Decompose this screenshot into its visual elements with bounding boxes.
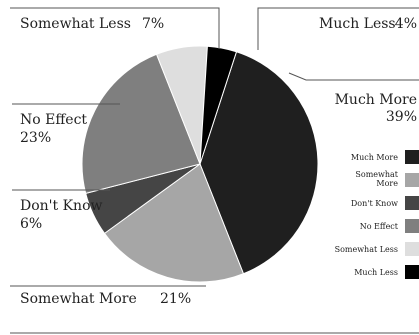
leader-line-much-more (288, 72, 419, 81)
legend-label-much-less: Much Less (354, 268, 398, 277)
label-no-effect-pct: 23% (20, 130, 51, 146)
legend-label-much-more: Much More (351, 153, 398, 162)
pie-slice-much-more (199, 51, 319, 275)
leader-line-somewhat-less (10, 7, 220, 49)
pie-slices (81, 45, 319, 283)
pie-slice-somewhat-more (103, 163, 245, 283)
label-somewhat-less-pct: 7% (142, 16, 164, 32)
label-somewhat-less: Somewhat Less (20, 16, 131, 32)
label-much-less: Much Less (319, 16, 396, 32)
leader-line-much-less (257, 7, 419, 50)
legend-swatch-much-less (405, 265, 419, 279)
legend-swatch-no-effect (405, 219, 419, 233)
legend-swatch-much-more (405, 150, 419, 164)
legend-label-no-effect: No Effect (360, 222, 399, 231)
legend-label-dont-know: Don't Know (351, 199, 398, 208)
pie-slice-much-less (199, 45, 238, 165)
label-no-effect: No Effect (20, 112, 87, 128)
label-somewhat-more-pct: 21% (160, 291, 191, 307)
legend-label-somewhat-less: Somewhat Less (335, 245, 398, 254)
legend-label-somewhat-more-2: More (376, 179, 398, 188)
label-dont-know: Don't Know (20, 198, 102, 214)
pie-slice-no-effect (81, 53, 201, 194)
label-somewhat-more: Somewhat More (20, 291, 137, 307)
label-much-more: Much More (335, 92, 417, 108)
label-much-less-pct: 4% (395, 16, 417, 32)
leader-lines (10, 7, 419, 287)
legend: Much More Somewhat More Don't Know No Ef… (335, 150, 419, 279)
legend-swatch-dont-know (405, 196, 419, 210)
label-dont-know-pct: 6% (20, 216, 42, 232)
label-much-more-pct: 39% (386, 109, 417, 125)
legend-label-somewhat-more-1: Somewhat (355, 170, 398, 179)
legend-swatch-somewhat-less (405, 242, 419, 256)
legend-swatch-somewhat-more (405, 173, 419, 187)
